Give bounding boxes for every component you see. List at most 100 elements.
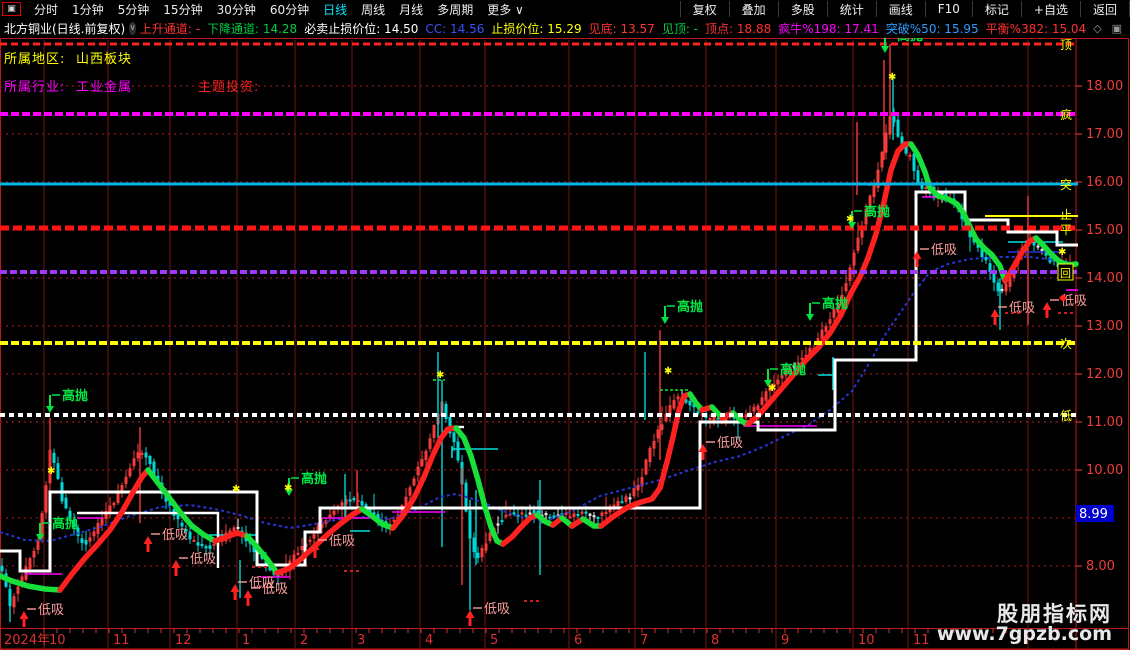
svg-text:7: 7 [640, 633, 648, 648]
svg-text:✱: ✱ [846, 214, 854, 225]
svg-text:回: 回 [1060, 267, 1071, 280]
price-axis[interactable]: 18.00 17.00 16.00 15.00 14.00 13.00 12.00 11.00… [1076, 79, 1123, 574]
tab-5分钟[interactable]: 5分钟 [117, 2, 150, 17]
tool-button-+自选[interactable]: +自选 [1020, 1, 1080, 17]
tool-button-复权[interactable]: 复权 [679, 1, 729, 17]
svg-text:✱: ✱ [888, 72, 896, 83]
indicator-info-bar: 北方铜业(日线.前复权) ∨ 上升通道: - 下降通道: 14.28 必卖止损价位:… [0, 18, 1130, 38]
svg-text:低吸: 低吸 [262, 582, 288, 597]
indicator-values: 上升通道: - 下降通道: 14.28 必卖止损价位: 14.50 CC: 14.56… [140, 20, 1093, 37]
svg-text:低吸: 低吸 [484, 602, 510, 617]
tool-button-F10[interactable]: F10 [924, 1, 972, 17]
svg-text:1: 1 [242, 633, 250, 648]
svg-text:12.00: 12.00 [1086, 367, 1123, 382]
svg-text:止: 止 [1060, 208, 1072, 222]
svg-text:5: 5 [490, 633, 498, 648]
svg-text:15.00: 15.00 [1086, 223, 1123, 238]
tool-button-画线[interactable]: 画线 [875, 1, 925, 17]
stock-title: 北方铜业(日线.前复权) [4, 21, 126, 36]
svg-text:✱: ✱ [47, 466, 55, 477]
svg-text:10: 10 [49, 633, 66, 648]
svg-text:高抛: 高抛 [301, 471, 327, 487]
svg-text:高抛: 高抛 [677, 299, 703, 315]
tab-60分钟[interactable]: 60分钟 [269, 2, 310, 17]
svg-text:突: 突 [1060, 177, 1072, 192]
svg-text:✱: ✱ [768, 383, 776, 394]
industry-value: 工业金属 [76, 80, 133, 95]
tool-button-返回[interactable]: 返回 [1079, 1, 1130, 17]
svg-text:11: 11 [913, 633, 930, 648]
price-badge: 8.99 [1079, 507, 1108, 522]
tool-button-统计[interactable]: 统计 [826, 1, 876, 17]
svg-text:顶: 顶 [1060, 38, 1072, 52]
svg-text:高抛: 高抛 [780, 362, 806, 378]
panel-layout-icon[interactable]: ▣ [1111, 21, 1123, 35]
svg-text:4: 4 [425, 633, 433, 648]
indicator-疯牛%198: 疯牛%198: 17.41 [778, 21, 879, 36]
indicator-平衡%382: 平衡%382: 15.04 [985, 21, 1087, 36]
industry-label: 所属行业: [4, 80, 66, 95]
svg-text:12: 12 [175, 633, 192, 648]
indicator-CC: CC: 14.56 [425, 21, 485, 36]
indicator-顶点: 顶点: 18.88 [705, 21, 772, 36]
indicator-下降通道: 下降通道: 14.28 [206, 21, 298, 36]
svg-text:低吸: 低吸 [1061, 294, 1087, 309]
theme-label: 主题投资: [198, 80, 260, 95]
svg-text:13.00: 13.00 [1086, 319, 1123, 334]
period-menu-bar: ▣ 分时 1分钟 5分钟 15分钟 30分钟 60分钟 日线 周线 月线 多周期 更多 ∨ 复权 叠加… [0, 0, 1130, 18]
watermark: 股朋指标网 www.7gpzb.com [936, 604, 1112, 645]
svg-text:低吸: 低吸 [249, 576, 275, 591]
diamond-icon[interactable]: ◇ [1093, 21, 1102, 35]
tab-分时[interactable]: 分时 [34, 2, 59, 17]
svg-text:低吸: 低吸 [1009, 301, 1035, 316]
svg-text:高抛: 高抛 [62, 388, 88, 404]
watermark-url: www.7gpzb.com [936, 623, 1112, 645]
tab-多周期[interactable]: 多周期 [437, 2, 474, 17]
svg-text:✱: ✱ [436, 370, 444, 381]
svg-text:6: 6 [574, 633, 582, 648]
svg-text:11: 11 [113, 633, 130, 648]
svg-text:8.00: 8.00 [1086, 559, 1115, 574]
svg-text:低: 低 [1060, 409, 1072, 423]
svg-text:10.00: 10.00 [1086, 463, 1123, 478]
sell-signals: 高抛高抛高抛高抛高抛高抛高抛高抛 [36, 28, 923, 541]
indicator-必卖止损价位: 必卖止损价位: 14.50 [304, 21, 419, 36]
svg-text:高抛: 高抛 [822, 296, 848, 312]
tab-月线[interactable]: 月线 [399, 2, 424, 17]
price-gridlines [0, 85, 1075, 567]
svg-text:低吸: 低吸 [38, 603, 64, 618]
tab-30分钟[interactable]: 30分钟 [216, 2, 256, 17]
period-tabs: 分时 1分钟 5分钟 15分钟 30分钟 60分钟 日线 周线 月线 多周期 更多 ∨ [27, 1, 531, 18]
svg-text:高抛: 高抛 [52, 516, 78, 532]
indicator-突破%50: 突破%50: 15.95 [885, 21, 979, 36]
svg-text:✱: ✱ [232, 484, 240, 495]
tool-button-标记[interactable]: 标记 [971, 1, 1021, 17]
star-markers: ✱ ✱ ✱ ✱ ✱ ✱ ✱ ✱ ✱ [47, 72, 1066, 495]
tab-1分钟[interactable]: 1分钟 [72, 2, 104, 17]
tab-周线[interactable]: 周线 [361, 2, 386, 17]
tool-button-叠加[interactable]: 叠加 [728, 1, 778, 17]
year-label: 2024年 [4, 633, 50, 648]
svg-text:高抛: 高抛 [864, 204, 890, 220]
svg-text:10: 10 [858, 633, 875, 648]
tab-更多[interactable]: 更多 ∨ [487, 2, 524, 17]
window-icon[interactable]: ▣ [2, 2, 21, 16]
svg-text:✱: ✱ [284, 483, 292, 494]
svg-text:疯: 疯 [1060, 107, 1072, 122]
chevron-down-icon[interactable]: ∨ [129, 21, 136, 35]
tab-15分钟[interactable]: 15分钟 [163, 2, 203, 17]
svg-text:9: 9 [781, 633, 789, 648]
svg-text:17.00: 17.00 [1086, 127, 1123, 142]
tool-button-多股[interactable]: 多股 [777, 1, 827, 17]
svg-text:平: 平 [1060, 223, 1072, 237]
region-value: 山西板块 [76, 52, 133, 67]
svg-text:✱: ✱ [1058, 247, 1066, 258]
svg-text:次: 次 [1060, 337, 1072, 351]
tool-buttons: 复权 叠加 多股 统计 画线 F10 标记 +自选 返回 [679, 0, 1130, 18]
svg-text:低吸: 低吸 [931, 243, 957, 258]
indicator-见顶: 见顶: - [661, 21, 699, 36]
tab-日线[interactable]: 日线 [323, 2, 348, 17]
